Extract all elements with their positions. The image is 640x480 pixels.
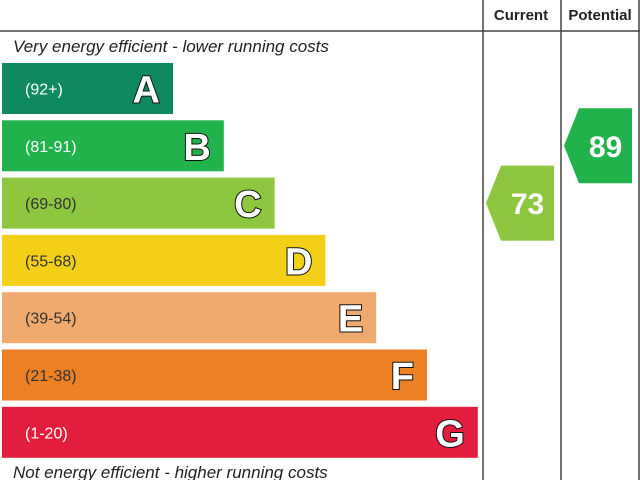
band-letter-b: B	[183, 127, 210, 169]
band-bar-f	[2, 349, 427, 401]
top-caption: Very energy efficient - lower running co…	[13, 37, 329, 56]
band-bar-c	[2, 177, 275, 229]
current-rating-value: 73	[511, 188, 544, 221]
band-range-f: (21-38)	[25, 368, 77, 385]
band-letter-a: A	[133, 70, 160, 112]
rating-bands: (92+) A (81-91) B (69-80) C (55-68) D (39-54) E (2…	[2, 63, 478, 458]
band-letter-d: D	[285, 241, 312, 283]
potential-rating-arrow	[564, 108, 632, 184]
band-letter-e: E	[338, 299, 363, 341]
band-range-e: (39-54)	[25, 311, 77, 328]
band-bar-e	[2, 292, 377, 344]
band-range-b: (81-91)	[25, 139, 77, 156]
potential-rating-value: 89	[589, 131, 622, 164]
band-bar-a	[2, 63, 173, 114]
band-bar-g	[2, 406, 478, 458]
header-potential: Potential	[568, 7, 631, 24]
current-rating-arrow	[486, 165, 554, 241]
band-bar-d	[2, 234, 326, 286]
band-bar-b	[2, 120, 224, 172]
bottom-caption: Not energy efficient - higher running co…	[13, 463, 328, 480]
band-range-a: (92+)	[25, 82, 63, 99]
band-letter-c: C	[234, 184, 261, 226]
band-range-g: (1-20)	[25, 425, 68, 442]
header-current: Current	[494, 7, 548, 24]
band-range-d: (55-68)	[25, 253, 77, 270]
band-letter-f: F	[391, 356, 414, 398]
rating-arrows: 73 89	[486, 108, 632, 241]
band-range-c: (69-80)	[25, 196, 77, 213]
band-letter-g: G	[435, 413, 465, 455]
